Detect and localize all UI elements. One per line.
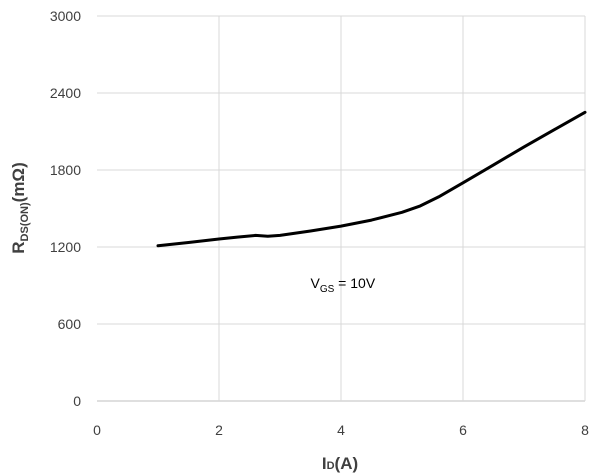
y-tick-label: 0 [73, 393, 81, 409]
vgs-annotation-main: V [311, 275, 321, 291]
y-tick-label: 3000 [50, 8, 81, 24]
vgs-annotation-sub: GS [320, 284, 335, 295]
y-axis-title: RDS(ON)(mΩ) [9, 162, 31, 253]
y-axis-title-suffix: (mΩ) [9, 162, 28, 202]
y-tick-label: 2400 [50, 85, 81, 101]
tick-labels: 0 600 1200 1800 2400 3000 0 2 4 6 8 [50, 8, 589, 438]
x-tick-label: 6 [459, 422, 467, 438]
y-axis-title-main: R [9, 241, 28, 253]
x-axis-title-sub: D [327, 460, 335, 472]
series-line [156, 110, 587, 248]
x-tick-label: 0 [93, 422, 101, 438]
y-tick-label: 1800 [50, 162, 81, 178]
x-axis-title-suffix: (A) [335, 454, 359, 473]
x-tick-label: 2 [215, 422, 223, 438]
vgs-annotation-suffix: = 10V [334, 275, 376, 291]
y-axis-title-sub: DS(ON) [19, 202, 31, 241]
y-tick-label: 1200 [50, 239, 81, 255]
x-tick-label: 4 [337, 422, 345, 438]
y-tick-label: 600 [58, 316, 82, 332]
x-axis-title-main: I [322, 454, 327, 473]
grid-lines [97, 15, 586, 402]
vgs-annotation: VGS = 10V [311, 275, 376, 295]
x-axis-title: ID(A) [322, 454, 358, 473]
series-layer [156, 110, 587, 248]
x-tick-label: 8 [581, 422, 589, 438]
